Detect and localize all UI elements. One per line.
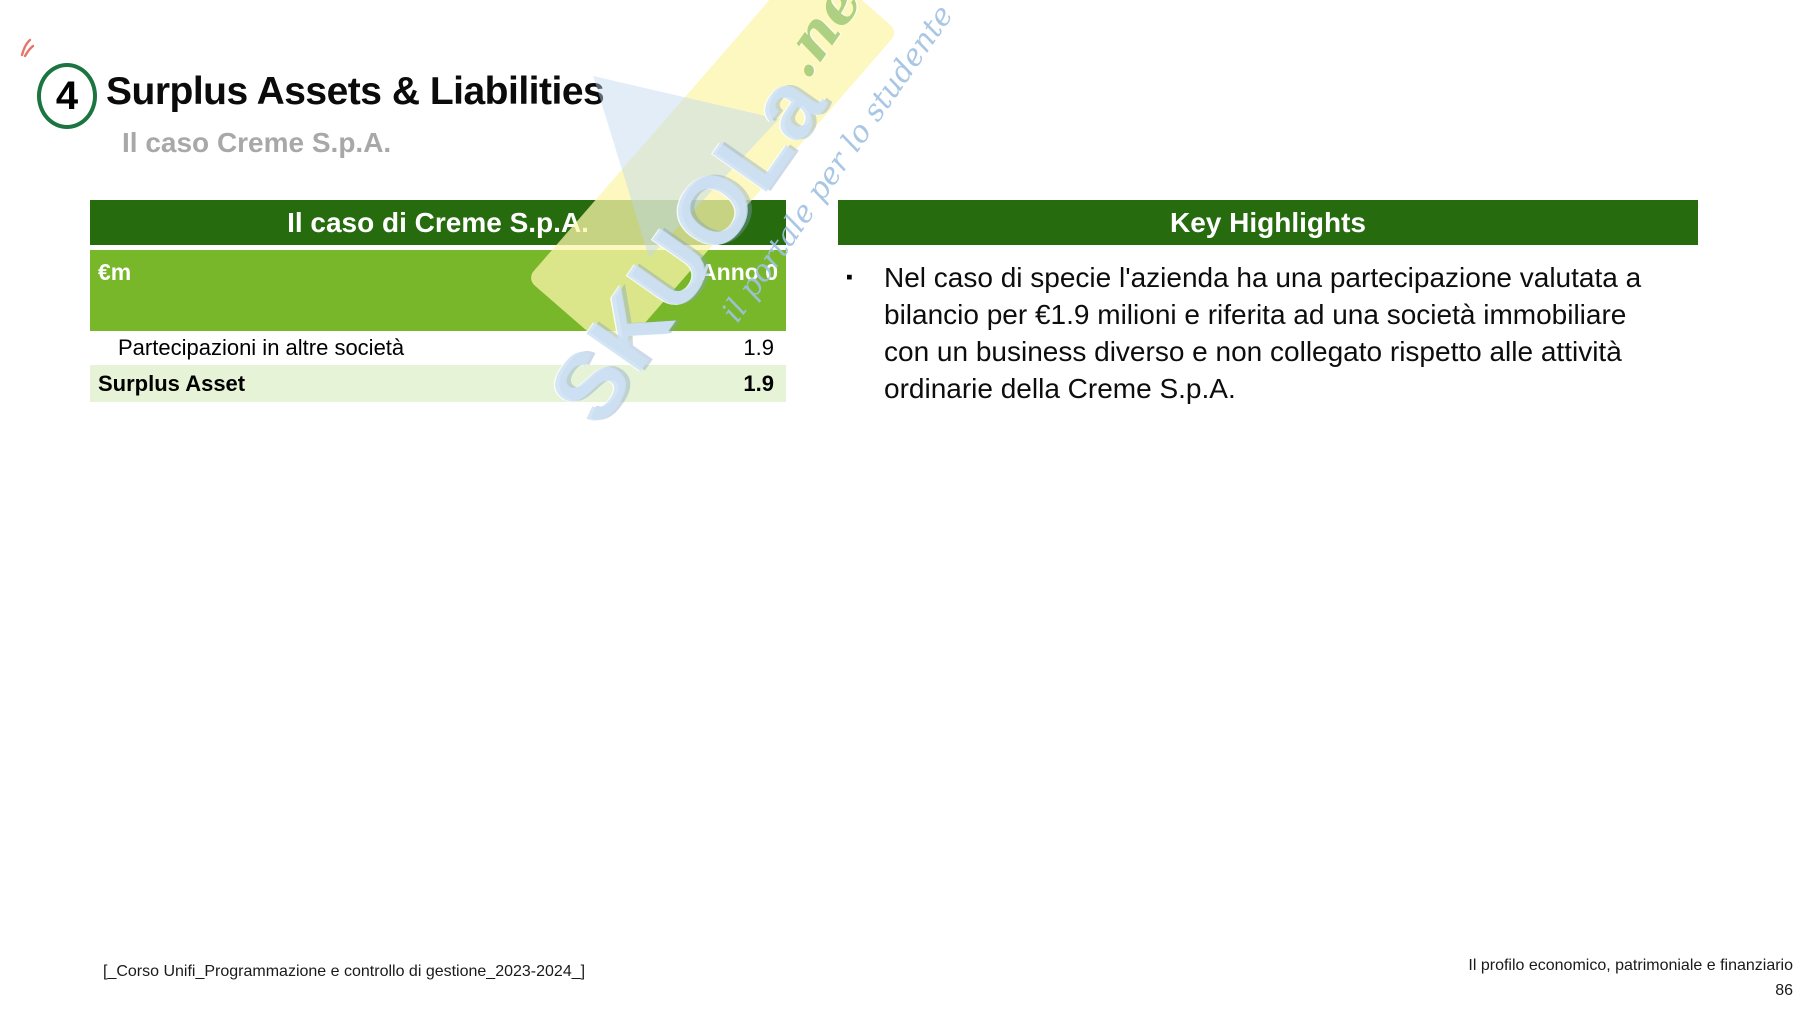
highlights-panel: Key Highlights ▪ Nel caso di specie l'az…	[838, 200, 1698, 407]
footer-course-label: [_Corso Unifi_Programmazione e controllo…	[103, 963, 586, 980]
page-subtitle: Il caso Creme S.p.A.	[122, 127, 392, 158]
row-label: Partecipazioni in altre società	[118, 335, 405, 360]
table-row-total: Surplus Asset 1.9	[90, 365, 786, 402]
highlight-item: ▪ Nel caso di specie l'azienda ha una pa…	[838, 259, 1698, 407]
bullet-icon: ▪	[846, 267, 853, 288]
red-pen-mark	[20, 38, 36, 63]
slide-number-badge: 4	[37, 63, 97, 129]
row-value: 1.9	[743, 370, 774, 396]
case-table-subheader: €m Anno 0	[90, 250, 786, 331]
table-row: Partecipazioni in altre società 1.9	[90, 331, 786, 365]
page-number: 86	[1775, 982, 1793, 999]
period-label: Anno 0	[700, 259, 778, 285]
highlights-header: Key Highlights	[838, 200, 1698, 245]
footer-right-block: Il profilo economico, patrimoniale e fin…	[1468, 957, 1793, 1000]
unit-label: €m	[98, 259, 132, 285]
footer-section-label: Il profilo economico, patrimoniale e fin…	[1468, 957, 1793, 974]
highlight-text: Nel caso di specie l'azienda ha una part…	[884, 262, 1642, 404]
row-label: Surplus Asset	[98, 370, 246, 396]
case-table: Il caso di Creme S.p.A. €m Anno 0 Partec…	[90, 200, 786, 402]
page-title: Surplus Assets & Liabilities	[106, 70, 605, 113]
slide-number: 4	[55, 73, 79, 118]
watermark-domain-text: .net	[762, 0, 891, 90]
case-table-header: Il caso di Creme S.p.A.	[90, 200, 786, 245]
row-value: 1.9	[743, 335, 774, 360]
